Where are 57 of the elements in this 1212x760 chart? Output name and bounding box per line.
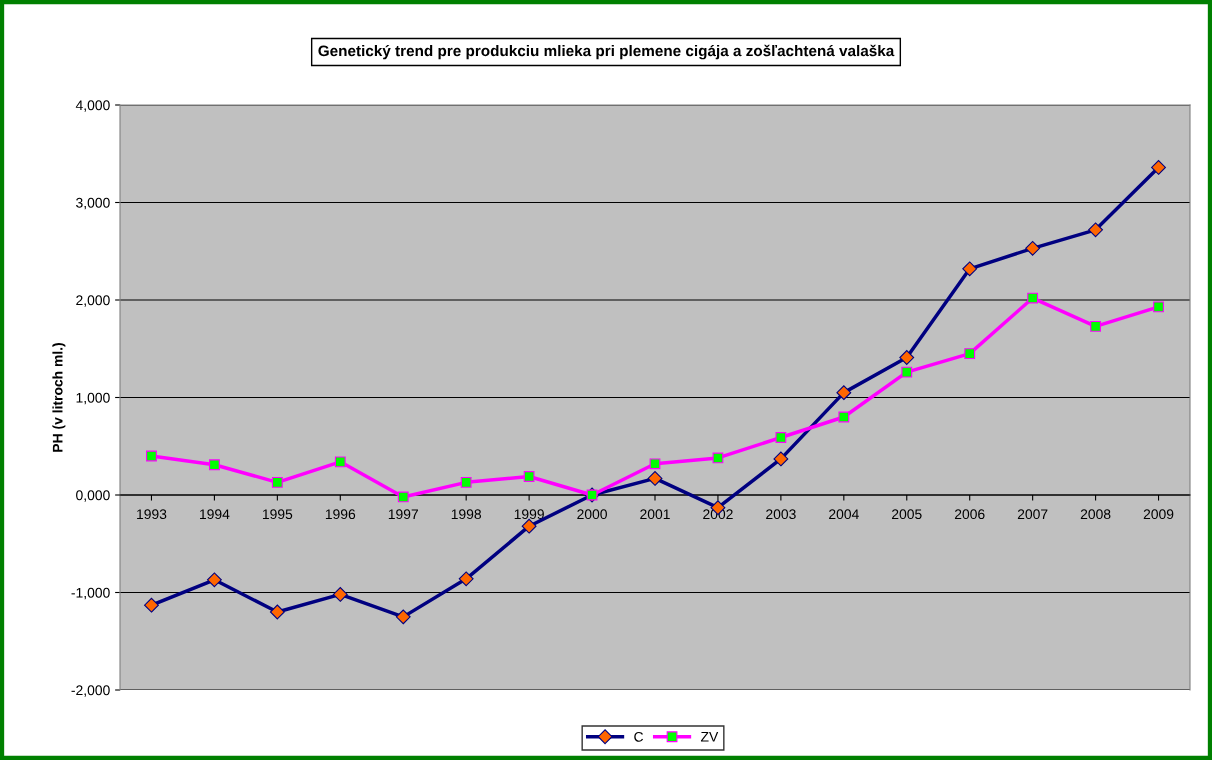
point — [901, 366, 913, 378]
point — [962, 261, 978, 277]
x-tick-label: 2008 — [1080, 509, 1111, 520]
point — [1025, 240, 1041, 256]
point — [647, 470, 663, 486]
point — [1153, 301, 1164, 313]
point — [146, 450, 157, 462]
point — [208, 459, 220, 471]
point — [649, 458, 661, 470]
y-axis-title: PH (v litroch ml.) — [52, 343, 66, 452]
y-tick-label: 1,000 — [76, 392, 110, 405]
x-tick-label: 1995 — [262, 509, 293, 520]
x-tick-label: 2007 — [1017, 509, 1048, 520]
point — [775, 432, 787, 443]
point — [332, 587, 348, 602]
point — [269, 604, 285, 620]
x-tick-label: 1999 — [514, 509, 544, 520]
point — [397, 491, 409, 503]
x-tick-label: 2005 — [892, 509, 922, 520]
point — [334, 456, 346, 468]
x-tick-label: 1994 — [200, 509, 230, 520]
point — [395, 609, 411, 625]
point — [773, 451, 789, 467]
point — [838, 411, 850, 423]
y-tick-label: 0,000 — [76, 490, 110, 502]
x-tick-label: 1996 — [325, 509, 356, 520]
x-tick-label: 2003 — [766, 509, 796, 520]
point — [964, 348, 976, 360]
x-tick-label: 1993 — [137, 509, 167, 520]
x-tick-label: 1997 — [388, 509, 418, 520]
point — [271, 476, 283, 488]
y-tick-label: -1,000 — [71, 587, 110, 600]
point — [899, 350, 915, 365]
legend-label: ZV — [700, 732, 719, 742]
point — [1090, 320, 1102, 332]
y-tick-label: 4,000 — [75, 100, 110, 112]
point — [460, 476, 472, 488]
x-tick-label: 1998 — [451, 509, 482, 520]
x-tick-label: 2009 — [1143, 509, 1174, 520]
y-tick-label: 2,000 — [76, 295, 110, 307]
point — [458, 571, 474, 587]
x-tick-label: 2000 — [577, 509, 607, 520]
x-tick-label: 2004 — [829, 509, 859, 520]
y-tick-label: -2,000 — [71, 685, 110, 697]
point — [521, 518, 537, 534]
point — [1088, 222, 1104, 238]
point — [206, 572, 222, 588]
point — [144, 597, 159, 613]
chart-title: Genetický trend pre produkciu mlieka pri plemene cigája a zošľachtená valaška — [318, 44, 895, 60]
x-tick-label: 2006 — [954, 509, 985, 520]
point — [1027, 292, 1039, 304]
legend-label: C — [634, 731, 644, 742]
point — [523, 471, 535, 482]
y-tick-label: 3,000 — [76, 197, 110, 210]
point — [836, 385, 852, 401]
x-tick-label: 2001 — [640, 509, 670, 520]
point — [1151, 159, 1166, 175]
